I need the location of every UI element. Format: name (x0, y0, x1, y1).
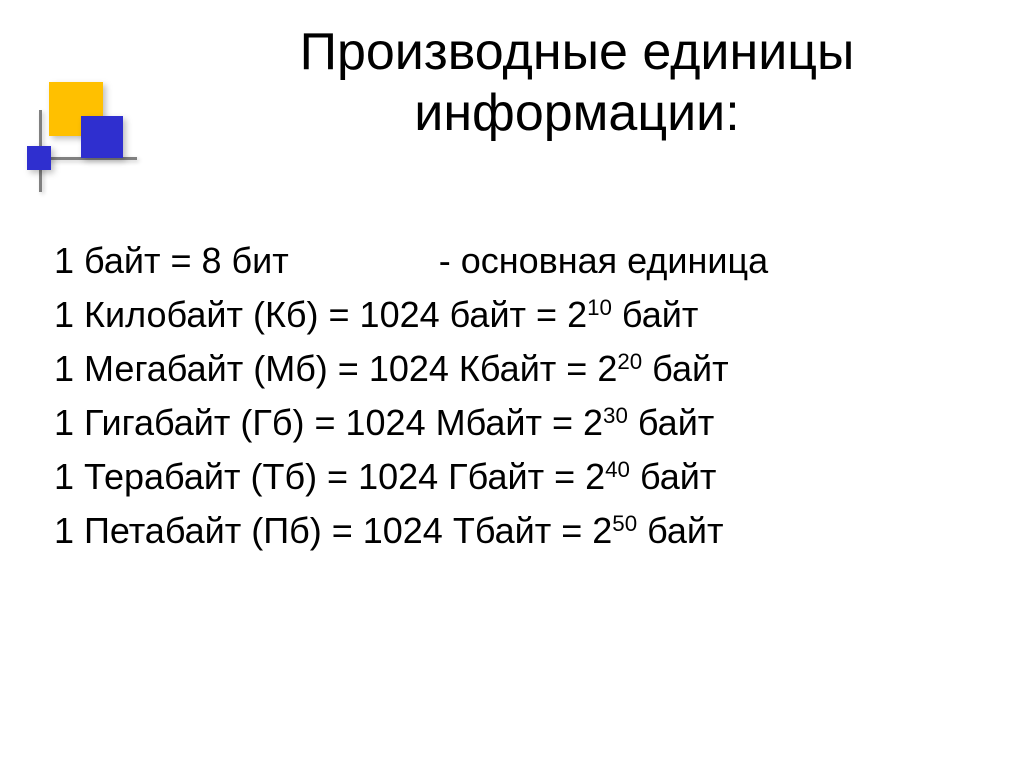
line-mid: - основная единица (439, 240, 768, 281)
unit-line: 1 Терабайт (Тб) = 1024 Гбайт = 240 байт (54, 450, 984, 504)
unit-line: 1 Килобайт (Кб) = 1024 байт = 210 байт (54, 288, 984, 342)
corner-decoration (27, 82, 137, 192)
line-prefix: 1 Гигабайт (Гб) = 1024 Мбайт = 2 (54, 402, 603, 443)
line-suffix: байт (612, 294, 698, 335)
exponent: 20 (617, 349, 642, 374)
exponent: 40 (605, 457, 630, 482)
blue-square-small-icon (27, 146, 51, 170)
content-list: 1 байт = 8 бит - основная единица 1 Килоб… (54, 234, 984, 558)
unit-line: 1 Мегабайт (Мб) = 1024 Кбайт = 220 байт (54, 342, 984, 396)
exponent: 30 (603, 403, 628, 428)
blue-square-big-icon (81, 116, 123, 158)
line-prefix: 1 Петабайт (Пб) = 1024 Тбайт = 2 (54, 510, 612, 551)
line-prefix: 1 Килобайт (Кб) = 1024 байт = 2 (54, 294, 587, 335)
line-prefix: 1 байт = 8 бит (54, 240, 289, 281)
line-suffix: байт (637, 510, 723, 551)
unit-line: 1 Петабайт (Пб) = 1024 Тбайт = 250 байт (54, 504, 984, 558)
unit-line: 1 байт = 8 бит - основная единица (54, 234, 984, 288)
line-prefix: 1 Терабайт (Тб) = 1024 Гбайт = 2 (54, 456, 605, 497)
line-suffix: байт (628, 402, 714, 443)
slide-title: Производные единицы информации: (170, 22, 984, 145)
exponent: 50 (612, 511, 637, 536)
line-suffix: байт (642, 348, 728, 389)
exponent: 10 (587, 295, 612, 320)
line-suffix: байт (630, 456, 716, 497)
line-prefix: 1 Мегабайт (Мб) = 1024 Кбайт = 2 (54, 348, 617, 389)
unit-line: 1 Гигабайт (Гб) = 1024 Мбайт = 230 байт (54, 396, 984, 450)
